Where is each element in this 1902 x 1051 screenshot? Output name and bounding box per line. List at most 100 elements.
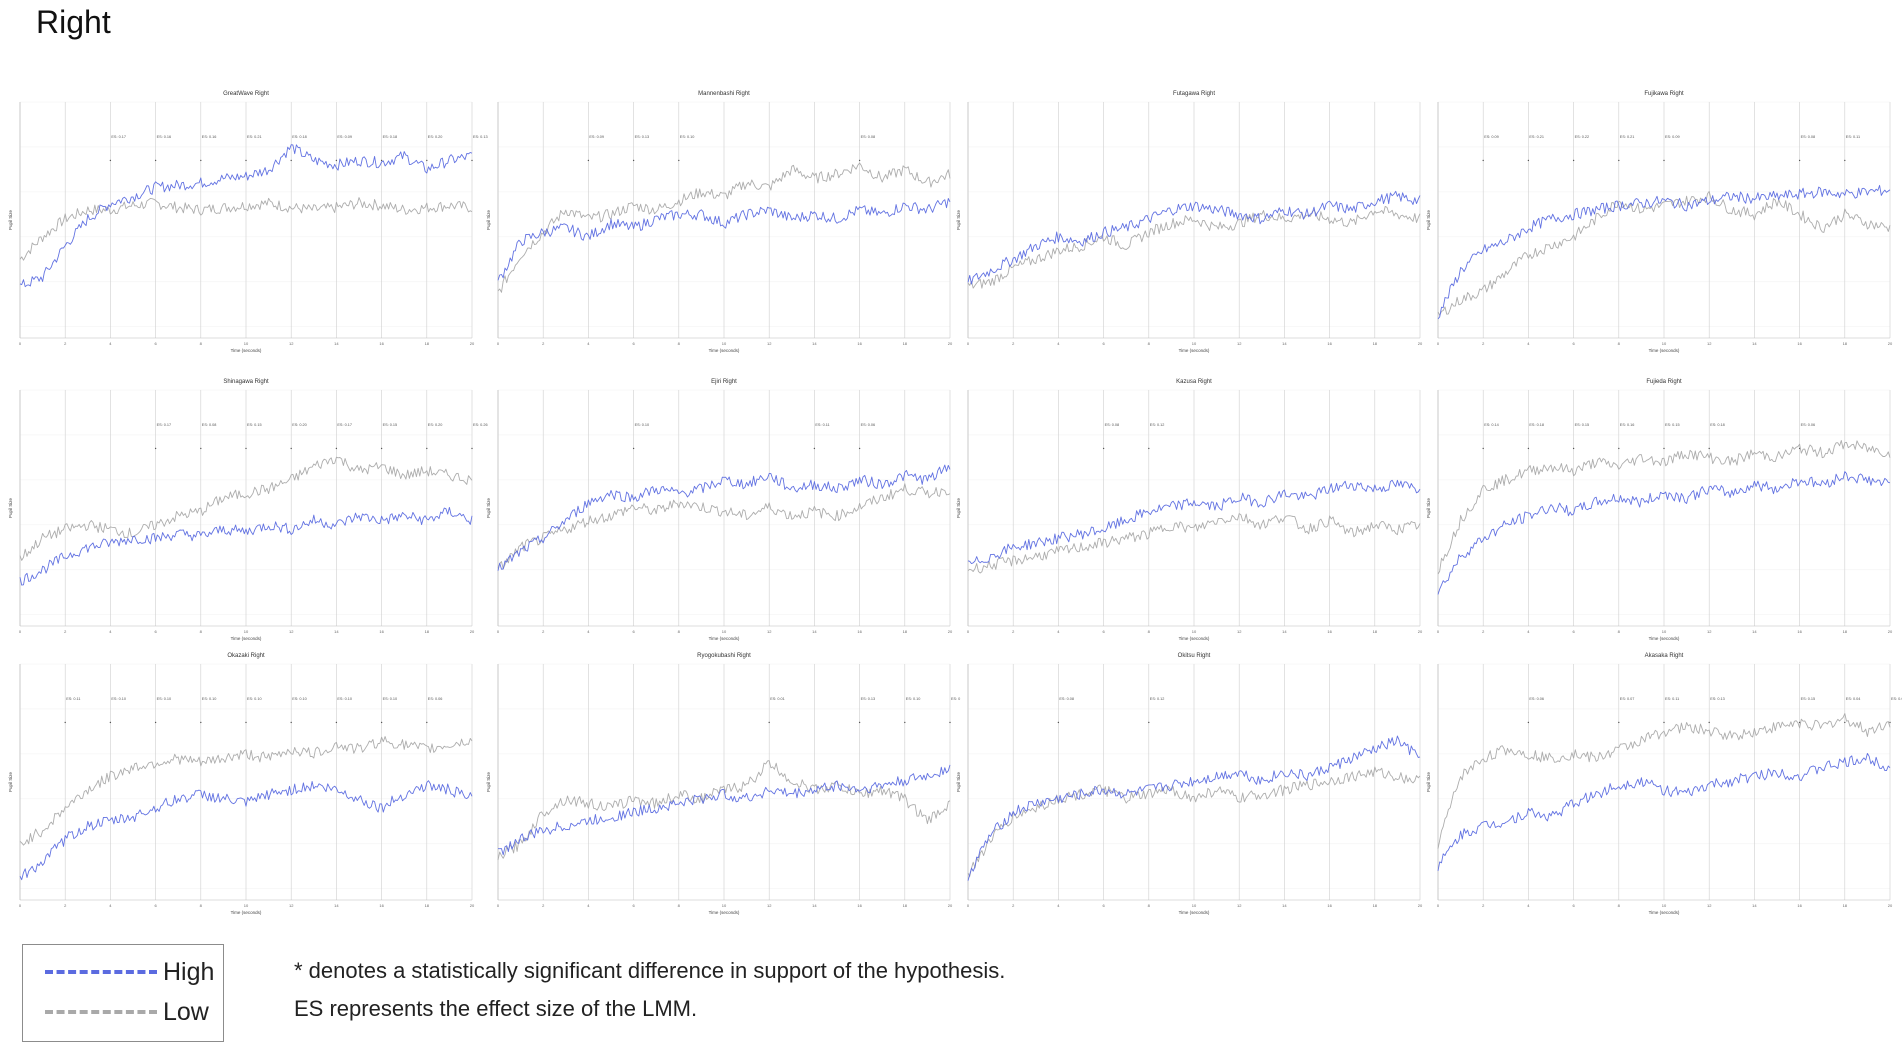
chart-svg: Shinagawa Right 0 2 4 6 8 10 12 14 16 18 20 Time (se…	[8, 379, 488, 641]
chart-okazaki-right: Okazaki Right 0 2 4 6 8 10 12 14 16 18 20 Time (seco…	[8, 653, 480, 924]
x-tick-label: 10	[1192, 341, 1197, 346]
x-tick-label: 8	[1618, 341, 1621, 346]
annotation-marker	[1148, 447, 1150, 450]
annotation-es-label: ES: 0.08	[1105, 423, 1120, 427]
legend-label-low: Low	[163, 997, 209, 1026]
x-tick-label: 16	[1327, 629, 1332, 634]
annotation-marker	[290, 159, 292, 162]
annotation-marker	[813, 447, 816, 450]
x-tick-label: 16	[379, 629, 384, 634]
x-tick-label: 16	[857, 903, 862, 908]
x-tick-label: 16	[1797, 341, 1802, 346]
x-tick-label: 8	[200, 341, 203, 346]
annotation-es-label: ES: 0.13	[861, 697, 876, 701]
annotation-marker	[1527, 447, 1530, 450]
x-tick-label: 12	[767, 629, 772, 634]
x-tick-label: 12	[1707, 903, 1712, 908]
annotation-marker	[1618, 721, 1620, 724]
x-tick-label: 2	[1482, 629, 1485, 634]
x-tick-label: 14	[812, 903, 817, 908]
series-line-high	[498, 764, 951, 856]
x-tick-label: 18	[1843, 341, 1848, 346]
annotation-marker	[200, 721, 202, 724]
x-tick-label: 4	[109, 629, 112, 634]
annotation-marker	[1572, 159, 1575, 162]
x-tick-label: 6	[154, 341, 157, 346]
x-tick-label: 10	[244, 903, 249, 908]
chart-title: GreatWave Right	[223, 91, 269, 97]
x-tick-label: 0	[19, 903, 22, 908]
series-line-low	[19, 197, 473, 261]
note-significance: * denotes a statistically significant di…	[294, 958, 1006, 983]
annotation-marker	[380, 721, 383, 724]
x-tick-label: 6	[1572, 903, 1575, 908]
series-line-high	[1437, 184, 1891, 320]
x-tick-label: 14	[1282, 629, 1287, 634]
x-tick-label: 6	[632, 903, 635, 908]
x-tick-label: 20	[1418, 903, 1423, 908]
x-tick-label: 6	[154, 903, 157, 908]
annotation-marker	[290, 447, 292, 450]
annotation-es-label: ES: 0.16	[1620, 423, 1635, 427]
annotation-marker	[678, 159, 680, 162]
chart-svg: Kazusa Right 0 2 4 6 8 10 12 14 16 18 20 Time (secon…	[956, 379, 1423, 641]
annotation-marker	[1618, 159, 1620, 162]
annotation-es-label: ES: 0.10	[906, 697, 921, 701]
annotation-marker	[1663, 721, 1665, 724]
series-line-low	[497, 483, 951, 570]
x-tick-label: 12	[1237, 629, 1242, 634]
x-tick-label: 8	[1618, 629, 1621, 634]
x-tick-label: 6	[1572, 629, 1575, 634]
annotation-marker	[1148, 721, 1150, 724]
x-tick-label: 4	[1057, 341, 1060, 346]
annotation-marker	[245, 447, 247, 450]
series-line-low	[497, 760, 951, 861]
x-axis-label: Time (seconds)	[709, 348, 740, 353]
chart-title: Kazusa Right	[1176, 379, 1212, 385]
x-tick-label: 4	[1527, 341, 1530, 346]
annotation-es-label: ES: 0.18	[1529, 423, 1544, 427]
x-tick-label: 10	[722, 903, 727, 908]
y-axis-label: Pupil Size	[486, 498, 491, 519]
series-line-high	[967, 190, 1421, 285]
chart-svg: Ryogokubashi Right 0 2 4 6 8 10 12 14 16 18 20 Time …	[486, 653, 960, 915]
x-tick-label: 20	[1888, 629, 1893, 634]
x-tick-label: 18	[903, 903, 908, 908]
annotation-marker	[426, 159, 428, 162]
x-tick-label: 0	[1437, 341, 1440, 346]
x-tick-label: 0	[497, 903, 500, 908]
annotation-es-label: ES: 0.09	[1484, 135, 1499, 139]
annotation-es-label: ES: 0.13	[635, 135, 650, 139]
x-tick-label: 2	[1482, 341, 1485, 346]
annotation-es-label: ES: 0.10	[247, 697, 262, 701]
x-tick-label: 0	[1437, 629, 1440, 634]
x-tick-label: 12	[1707, 629, 1712, 634]
y-axis-label: Pupil Size	[956, 498, 961, 519]
legend: High Low	[22, 944, 224, 1042]
series-line-high	[19, 506, 473, 586]
x-tick-label: 20	[1418, 341, 1423, 346]
series-line-low	[19, 736, 473, 846]
annotation-es-label: ES: 0.18	[292, 135, 307, 139]
annotation-es-label: ES: 0.10	[157, 697, 172, 701]
annotation-es-label: ES: 0.08	[1801, 135, 1816, 139]
x-tick-label: 4	[1057, 903, 1060, 908]
x-tick-label: 2	[542, 903, 545, 908]
series-line-low	[1437, 190, 1891, 316]
annotation-es-label: ES: 0.06	[1529, 697, 1544, 701]
annotation-marker	[1572, 447, 1575, 450]
annotation-marker	[1798, 721, 1801, 724]
annotation-es-label: ES: 0.17	[111, 135, 126, 139]
x-axis-label: Time (seconds)	[231, 348, 262, 353]
annotation-es-label: ES: 0.14	[1484, 423, 1499, 427]
x-tick-label: 18	[425, 341, 430, 346]
x-tick-label: 12	[289, 629, 294, 634]
x-tick-label: 0	[1437, 903, 1440, 908]
x-tick-label: 18	[903, 341, 908, 346]
x-tick-label: 8	[678, 903, 681, 908]
chart-fujikawa-right: Fujikawa Right 0 2 4 6 8 10 12 14 16 18 20 Time (sec…	[1426, 91, 1898, 362]
annotation-es-label: ES: 0.10	[111, 697, 126, 701]
annotation-marker	[1618, 447, 1620, 450]
annotation-es-label: ES: 0.15	[1665, 423, 1680, 427]
y-axis-label: Pupil Size	[8, 772, 13, 793]
